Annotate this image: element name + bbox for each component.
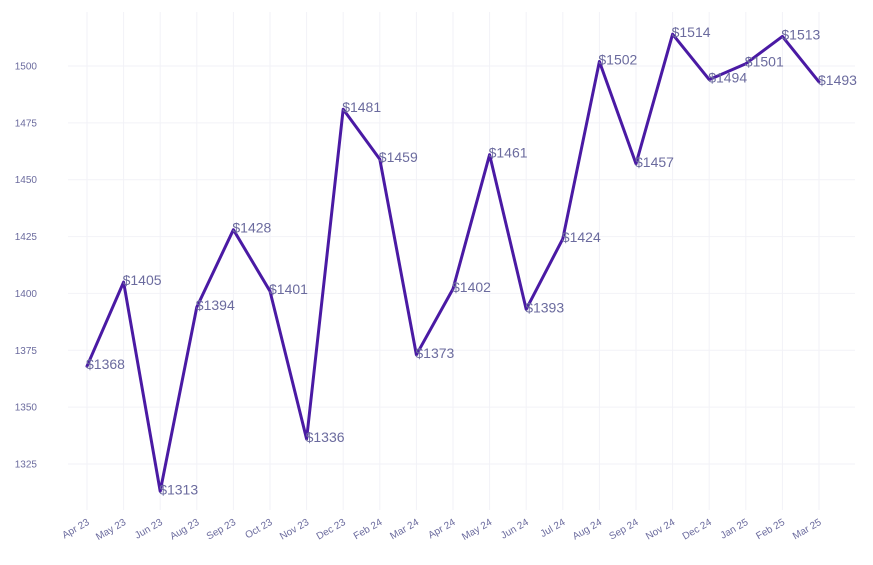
x-axis-ticks: Apr 23 May 23 Jun 23 Aug 23 Sep 23 Oct 23 Nov … <box>60 517 823 543</box>
data-label: $1401 <box>269 281 308 297</box>
data-label: $1513 <box>781 26 820 42</box>
data-label: $1368 <box>86 356 125 372</box>
x-tick-label: Jan 25 <box>719 517 751 542</box>
data-label: $1424 <box>562 229 601 245</box>
x-tick-label: Jul 24 <box>539 517 568 540</box>
data-label: $1313 <box>159 481 198 497</box>
y-tick-label: 1500 <box>15 62 38 73</box>
x-tick-label: Aug 23 <box>168 517 201 543</box>
x-tick-label: Nov 23 <box>278 517 311 543</box>
x-tick-label: Feb 25 <box>754 517 787 542</box>
x-tick-label: Mar 25 <box>791 517 824 542</box>
x-tick-label: Dec 24 <box>681 517 714 543</box>
y-axis-ticks: 1325 1350 1375 1400 1425 1450 1475 1500 <box>15 62 38 471</box>
y-tick-label: 1425 <box>15 232 38 243</box>
data-label: $1459 <box>379 149 418 165</box>
y-tick-label: 1450 <box>15 175 38 186</box>
data-label: $1393 <box>525 299 564 315</box>
data-label: $1457 <box>635 154 674 170</box>
data-label: $1481 <box>342 99 381 115</box>
x-tick-label: Nov 24 <box>644 517 677 543</box>
data-label: $1514 <box>672 24 711 40</box>
x-tick-label: Dec 23 <box>315 517 348 543</box>
x-tick-label: Oct 23 <box>243 517 274 541</box>
data-labels: $1368 $1405 $1313 $1394 $1428 $1401 $1336 $1481… <box>86 24 857 497</box>
y-tick-label: 1475 <box>15 118 38 129</box>
data-label: $1336 <box>306 429 345 445</box>
data-label: $1501 <box>745 54 784 70</box>
x-tick-label: Sep 23 <box>205 517 238 543</box>
data-label: $1493 <box>818 72 857 88</box>
x-tick-label: Jun 24 <box>499 517 531 542</box>
y-tick-label: 1375 <box>15 346 38 357</box>
data-label: $1428 <box>232 220 271 236</box>
data-label: $1373 <box>415 345 454 361</box>
data-label: $1394 <box>196 297 235 313</box>
data-label: $1494 <box>708 70 747 86</box>
x-tick-label: Sep 24 <box>608 517 641 543</box>
gridlines <box>68 12 855 510</box>
x-tick-label: May 24 <box>460 517 494 543</box>
x-tick-label: Jun 23 <box>133 517 165 542</box>
x-tick-label: Mar 24 <box>388 517 421 542</box>
data-label: $1402 <box>452 279 491 295</box>
y-tick-label: 1325 <box>15 460 38 471</box>
x-tick-label: Apr 23 <box>60 517 91 541</box>
x-tick-label: Feb 24 <box>352 517 385 542</box>
x-tick-label: Apr 24 <box>426 517 457 541</box>
data-label: $1502 <box>598 51 637 67</box>
y-tick-label: 1400 <box>15 289 38 300</box>
data-label: $1461 <box>489 145 528 161</box>
x-tick-label: Aug 24 <box>571 517 604 543</box>
series-line <box>85 32 821 493</box>
data-label: $1405 <box>123 272 162 288</box>
y-tick-label: 1350 <box>15 403 38 414</box>
x-tick-label: May 23 <box>94 517 128 543</box>
